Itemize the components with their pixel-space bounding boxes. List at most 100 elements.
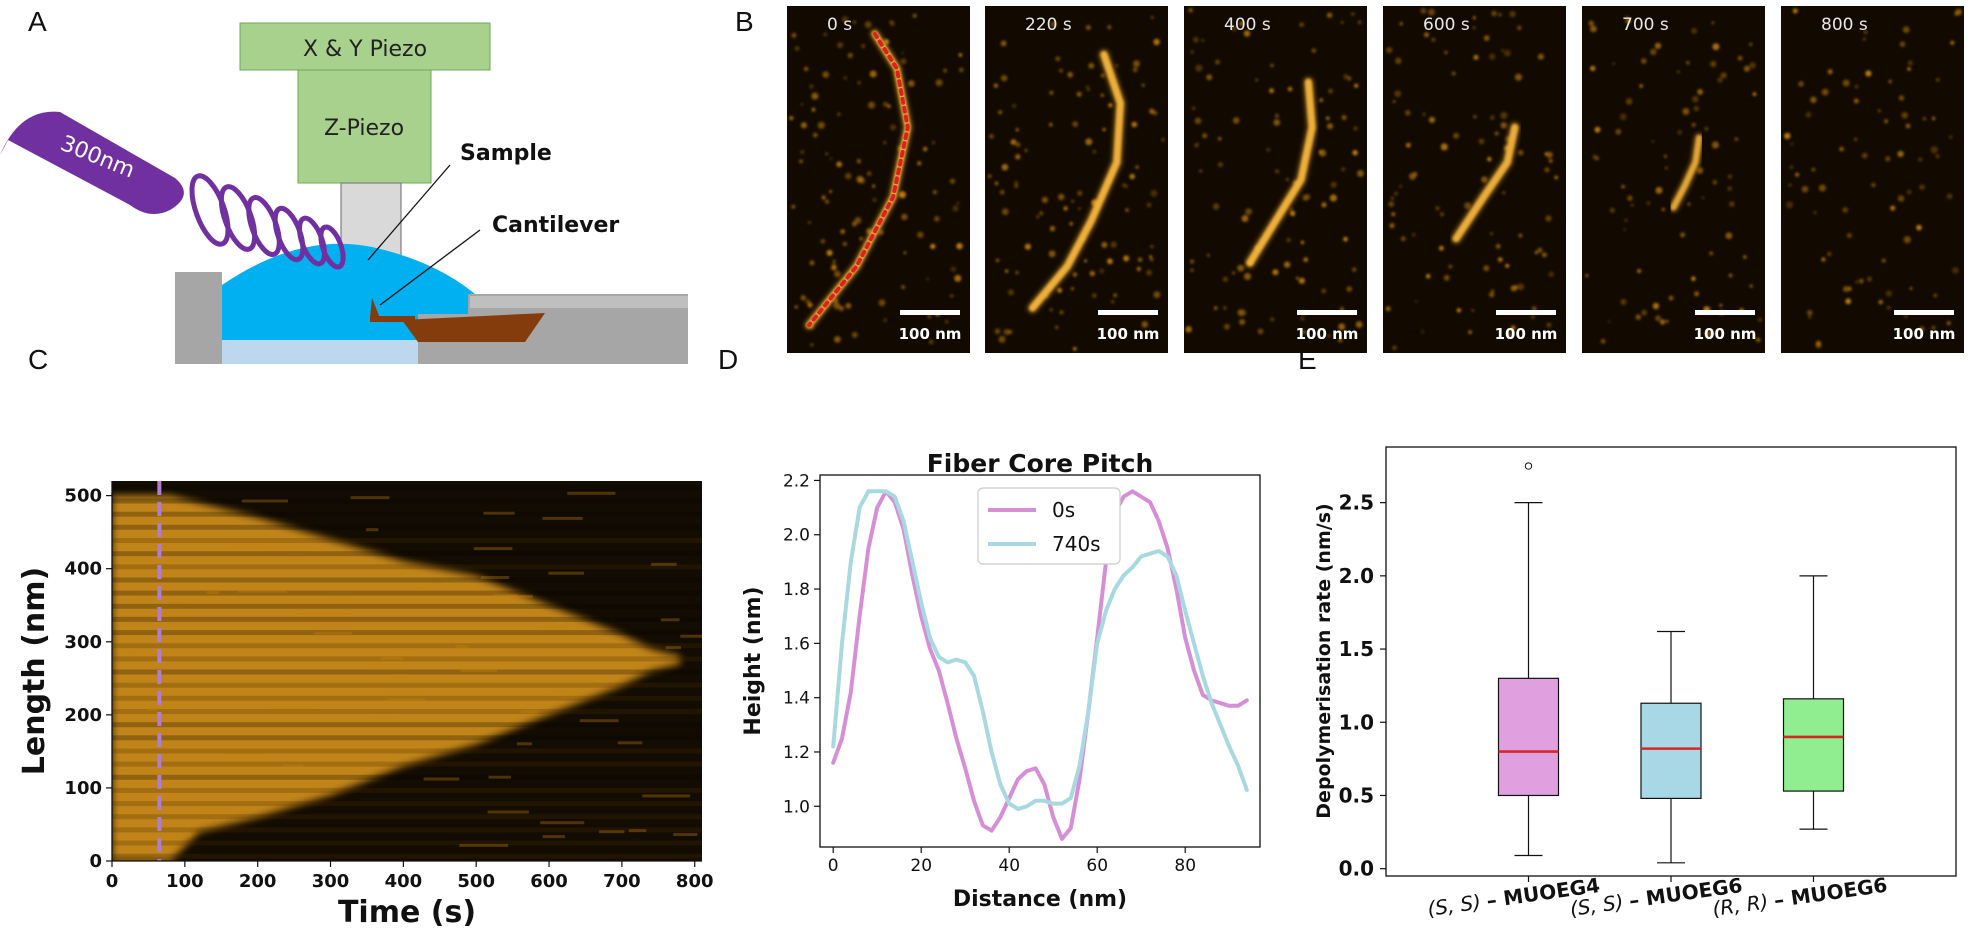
- noise-speck: [1192, 106, 1196, 110]
- kymograph-streak: [567, 491, 616, 495]
- noise-speck: [1321, 202, 1327, 208]
- noise-speck: [1243, 272, 1252, 280]
- fiber-trace: [1670, 134, 1703, 211]
- noise-speck: [1907, 189, 1912, 195]
- noise-speck: [1223, 306, 1227, 310]
- sample-label: Sample: [460, 141, 552, 166]
- noise-speck: [1424, 32, 1429, 38]
- noise-speck: [1712, 180, 1718, 185]
- kymograph-streak: [146, 707, 158, 711]
- noise-speck: [1319, 98, 1324, 102]
- noise-speck: [1321, 288, 1327, 294]
- noise-speck: [1554, 175, 1558, 180]
- noise-speck: [1394, 90, 1402, 98]
- scale-bar-label: 100 nm: [899, 325, 962, 343]
- noise-speck: [842, 19, 846, 23]
- x-axis-label: Time (s): [338, 895, 476, 930]
- noise-speck: [1711, 21, 1715, 25]
- noise-speck: [1897, 195, 1905, 202]
- noise-speck: [1902, 26, 1910, 33]
- kymograph-band: [112, 853, 702, 859]
- noise-speck: [1067, 71, 1074, 78]
- afm-frame: 800 s 100 nm: [1781, 6, 1964, 353]
- noise-speck: [1621, 184, 1625, 189]
- noise-speck: [1385, 306, 1391, 312]
- noise-speck: [1710, 60, 1717, 68]
- kymograph-streak: [392, 648, 412, 651]
- xy-piezo-label: X & Y Piezo: [303, 37, 427, 62]
- noise-speck: [1743, 65, 1750, 72]
- noise-speck: [887, 104, 891, 109]
- noise-speck: [1072, 346, 1077, 351]
- noise-speck: [1509, 11, 1516, 18]
- noise-speck: [1488, 291, 1495, 298]
- noise-speck: [869, 70, 877, 78]
- noise-speck: [1217, 136, 1222, 141]
- kymograph-band: [112, 564, 702, 570]
- noise-speck: [994, 328, 1001, 335]
- noise-speck: [1478, 138, 1485, 145]
- noise-speck: [1438, 245, 1444, 251]
- noise-speck: [1269, 88, 1274, 94]
- y-axis-label: Length (nm): [17, 567, 52, 775]
- noise-speck: [1231, 25, 1238, 32]
- noise-speck: [1935, 154, 1940, 158]
- noise-speck: [1500, 112, 1508, 119]
- noise-speck: [958, 67, 964, 73]
- noise-speck: [1854, 85, 1859, 89]
- kymograph-streak: [314, 631, 352, 635]
- noise-speck: [1207, 253, 1210, 257]
- noise-speck: [1609, 207, 1615, 213]
- noise-speck: [1001, 163, 1009, 171]
- noise-speck: [883, 101, 888, 107]
- liquid-dome: [222, 243, 482, 340]
- noise-speck: [1788, 183, 1792, 187]
- noise-speck: [800, 295, 806, 301]
- noise-speck: [1123, 255, 1130, 262]
- kymograph-streak: [504, 594, 533, 598]
- kymograph-band: [112, 538, 702, 543]
- noise-speck: [1877, 109, 1881, 113]
- noise-speck: [1136, 266, 1142, 272]
- noise-speck: [1353, 126, 1358, 131]
- line-chart-axes: 0 20 40 60 80 1.0 1.2 1.4 1.6 1.8 2.0 2.2: [783, 471, 1196, 876]
- noise-speck: [1299, 22, 1304, 27]
- noise-speck: [1086, 85, 1089, 89]
- kymograph-band: [112, 801, 702, 807]
- kymograph-band: [112, 616, 702, 622]
- frame-time-label: 600 s: [1423, 15, 1470, 35]
- noise-speck: [950, 294, 954, 298]
- noise-speck: [1711, 141, 1719, 149]
- noise-speck: [1122, 183, 1126, 188]
- noise-speck: [922, 146, 928, 152]
- noise-speck: [1100, 73, 1105, 78]
- noise-speck: [1039, 211, 1044, 216]
- noise-speck: [1069, 221, 1073, 226]
- noise-speck: [1727, 186, 1733, 192]
- box: [1782, 698, 1845, 792]
- noise-speck: [1270, 317, 1275, 322]
- noise-speck: [1015, 128, 1019, 132]
- noise-speck: [1659, 319, 1666, 325]
- noise-speck: [1241, 215, 1249, 222]
- noise-speck: [1059, 68, 1063, 73]
- noise-speck: [1196, 142, 1199, 145]
- afm-frame-background: [1184, 6, 1367, 353]
- noise-speck: [1845, 298, 1852, 305]
- noise-speck: [883, 141, 887, 144]
- noise-speck: [890, 21, 895, 27]
- noise-speck: [1431, 37, 1436, 42]
- noise-speck: [930, 243, 936, 249]
- noise-speck: [998, 110, 1003, 115]
- kymograph-streak: [169, 546, 203, 550]
- noise-speck: [1661, 207, 1666, 212]
- noise-speck: [994, 181, 999, 186]
- y-tick-label: 1.0: [783, 797, 810, 817]
- noise-speck: [817, 121, 825, 129]
- noise-speck: [1749, 284, 1753, 288]
- noise-speck: [950, 266, 956, 272]
- x-tick-label: 40: [998, 856, 1020, 876]
- frame-time-label: 700 s: [1622, 15, 1669, 35]
- kymograph-streak: [680, 634, 702, 638]
- noise-speck: [901, 51, 904, 55]
